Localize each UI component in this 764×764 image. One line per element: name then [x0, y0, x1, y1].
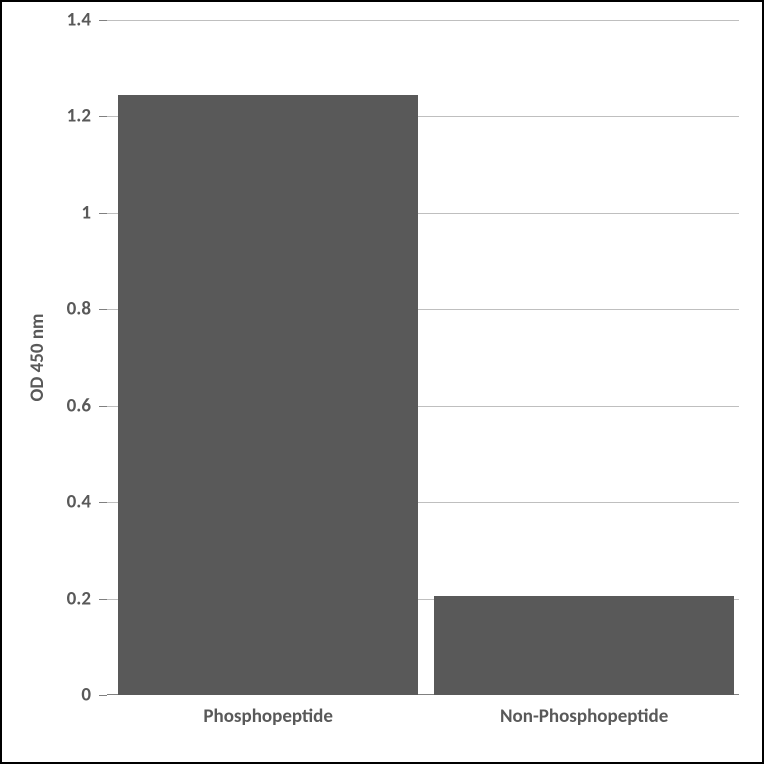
plot-area	[107, 20, 739, 695]
y-tick-label: 0.8	[67, 298, 91, 321]
bar	[434, 596, 734, 695]
y-tick-mark	[99, 406, 107, 407]
bar	[118, 95, 418, 695]
y-tick-label: 0	[81, 684, 91, 707]
chart-frame: 0 0.2 0.4 0.6 0.8 1 1.2 1.4 Phosphopeptide Non-P…	[0, 0, 764, 764]
y-tick-label: 1.4	[67, 9, 91, 32]
y-tick-mark	[99, 20, 107, 21]
y-tick-mark	[99, 695, 107, 696]
y-tick-label: 0.4	[67, 491, 91, 514]
y-axis-title: OD 450 nm	[26, 20, 49, 695]
y-tick-label: 0.2	[67, 587, 91, 610]
x-tick-label: Phosphopeptide	[203, 705, 332, 728]
y-tick-mark	[99, 599, 107, 600]
y-tick-mark	[99, 502, 107, 503]
y-tick-mark	[99, 309, 107, 310]
y-tick-mark	[99, 213, 107, 214]
y-tick-label: 1.2	[67, 105, 91, 128]
y-tick-mark	[99, 116, 107, 117]
y-tick-label: 0.6	[67, 394, 91, 417]
x-tick-label: Non-Phosphopeptide	[500, 705, 668, 728]
y-tick-label: 1	[81, 201, 91, 224]
gridline	[107, 20, 739, 21]
